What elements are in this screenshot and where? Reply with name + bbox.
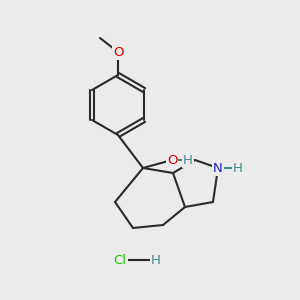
Text: O: O <box>167 154 177 166</box>
Text: N: N <box>213 161 223 175</box>
Text: H: H <box>183 154 193 166</box>
Text: H: H <box>233 161 243 175</box>
Text: Cl: Cl <box>113 254 127 266</box>
Text: H: H <box>151 254 161 266</box>
Text: O: O <box>113 46 123 59</box>
